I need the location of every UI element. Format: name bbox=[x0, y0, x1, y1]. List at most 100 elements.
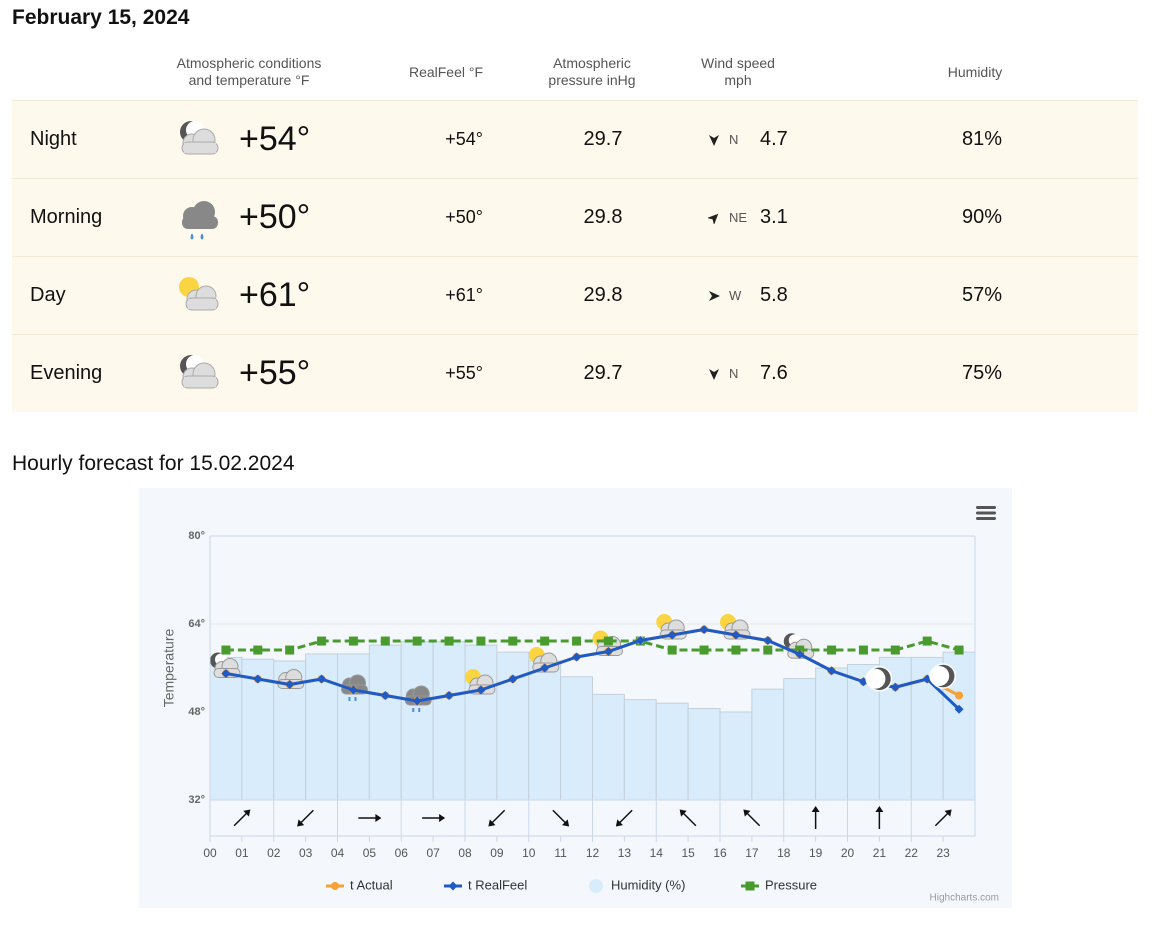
x-tick-label: 01 bbox=[235, 846, 249, 860]
arrow-head bbox=[615, 819, 623, 827]
series-point bbox=[221, 645, 231, 655]
legend-symbol bbox=[745, 881, 755, 891]
humidity-bar bbox=[815, 667, 848, 801]
series-point bbox=[540, 636, 550, 646]
series-point bbox=[795, 649, 805, 659]
period: Night bbox=[30, 128, 77, 150]
wind-speed: 4.7 bbox=[760, 128, 788, 150]
pressure: 29.7 bbox=[583, 362, 623, 384]
series-point bbox=[253, 674, 263, 684]
chart-weather-icon bbox=[865, 666, 893, 692]
series-line bbox=[225, 639, 960, 652]
pressure: 29.8 bbox=[583, 206, 623, 228]
legend-label[interactable]: Pressure bbox=[765, 877, 817, 892]
wind-arrow bbox=[552, 809, 570, 827]
chart-weather-icon bbox=[929, 663, 956, 689]
x-tick-label: 10 bbox=[522, 846, 536, 860]
y-axis-title: Temperature bbox=[161, 628, 177, 707]
wind-arrow bbox=[934, 809, 952, 827]
series-point bbox=[412, 636, 422, 646]
series-line bbox=[225, 628, 961, 711]
arrow bbox=[708, 213, 719, 224]
x-tick-label: 23 bbox=[936, 846, 950, 860]
x-tick-label: 19 bbox=[809, 846, 823, 860]
arrow-head bbox=[743, 809, 751, 817]
humidity-bar bbox=[655, 702, 689, 801]
wind-arrow bbox=[708, 335, 720, 412]
legend-label[interactable]: t RealFeel bbox=[468, 877, 527, 892]
series-point bbox=[444, 691, 454, 700]
series-point bbox=[285, 680, 295, 689]
forecast-row: Day +61° +61° 29.8 W 5.8 57% bbox=[12, 256, 1138, 334]
legend-label[interactable]: Humidity (%) bbox=[611, 877, 685, 892]
series-point bbox=[444, 636, 454, 646]
series-point bbox=[890, 645, 900, 655]
moon-lit bbox=[865, 668, 886, 689]
series-point bbox=[572, 636, 582, 646]
humidity-bar bbox=[432, 641, 466, 801]
icon bbox=[179, 276, 219, 310]
x-tick-label: 02 bbox=[267, 846, 281, 860]
wind-direction: NE bbox=[729, 210, 748, 225]
wind-arrow bbox=[233, 809, 251, 827]
legend-symbol bbox=[331, 882, 339, 890]
menu-button[interactable] bbox=[972, 500, 1000, 526]
humidity: 90% bbox=[961, 206, 1002, 228]
x-tick-label: 06 bbox=[395, 846, 409, 860]
hourly-title: Hourly forecast for 15.02.2024 bbox=[12, 452, 295, 475]
humidity: 75% bbox=[961, 362, 1002, 384]
arrow bbox=[709, 368, 719, 380]
x-tick-label: 21 bbox=[873, 846, 887, 860]
period: Day bbox=[30, 284, 66, 306]
wind-arrow bbox=[615, 809, 633, 827]
arrow-head bbox=[488, 819, 496, 827]
series-point bbox=[922, 636, 932, 646]
forecast-row: Morning +50° +50° 29.8 NE 3.1 90% bbox=[12, 178, 1138, 256]
forecast-row: Night +54° +54° 29.7 N 4.7 81% bbox=[12, 100, 1138, 178]
series-point bbox=[221, 669, 231, 678]
series-point bbox=[348, 685, 358, 695]
series-point bbox=[667, 645, 677, 655]
weather-icon bbox=[174, 257, 224, 334]
arrow bbox=[709, 134, 719, 146]
wind-arrow bbox=[708, 101, 720, 178]
humidity-bar bbox=[623, 699, 657, 801]
series-point bbox=[699, 625, 709, 634]
weather-icon bbox=[174, 179, 224, 256]
wind-direction: N bbox=[729, 132, 739, 147]
x-tick-label: 09 bbox=[490, 846, 504, 860]
weather-icon bbox=[174, 335, 224, 412]
column-header: Humidity bbox=[947, 63, 1003, 80]
series-point bbox=[572, 652, 582, 662]
humidity-bar bbox=[751, 688, 785, 801]
series-point bbox=[635, 636, 645, 645]
x-tick-label: 07 bbox=[426, 846, 440, 860]
realfeel: +50° bbox=[445, 207, 483, 227]
humidity-bar bbox=[368, 644, 402, 801]
weather-icon bbox=[174, 101, 224, 178]
series-point bbox=[412, 696, 422, 706]
humidity-bar bbox=[400, 641, 434, 801]
series-point bbox=[699, 645, 709, 655]
date-title: February 15, 2024 bbox=[12, 6, 190, 29]
series-point bbox=[380, 691, 390, 700]
humidity-bar bbox=[209, 656, 243, 801]
series-point bbox=[285, 645, 295, 655]
rain bbox=[412, 708, 421, 712]
arrow-head bbox=[375, 814, 382, 822]
x-tick-label: 14 bbox=[650, 846, 664, 860]
series-point bbox=[827, 645, 837, 655]
arrow bbox=[709, 290, 720, 301]
series-point bbox=[858, 645, 868, 655]
realfeel: +55° bbox=[445, 363, 483, 383]
humidity-bar bbox=[719, 711, 753, 801]
temperature: +55° bbox=[239, 354, 311, 392]
humidity-bar bbox=[592, 693, 625, 801]
wind-arrow bbox=[422, 814, 446, 822]
wind-arrow bbox=[811, 806, 820, 829]
x-tick-label: 11 bbox=[554, 846, 567, 860]
legend-label[interactable]: t Actual bbox=[350, 877, 393, 892]
x-tick-label: 13 bbox=[618, 846, 632, 860]
y-tick-label: 32° bbox=[188, 794, 205, 806]
